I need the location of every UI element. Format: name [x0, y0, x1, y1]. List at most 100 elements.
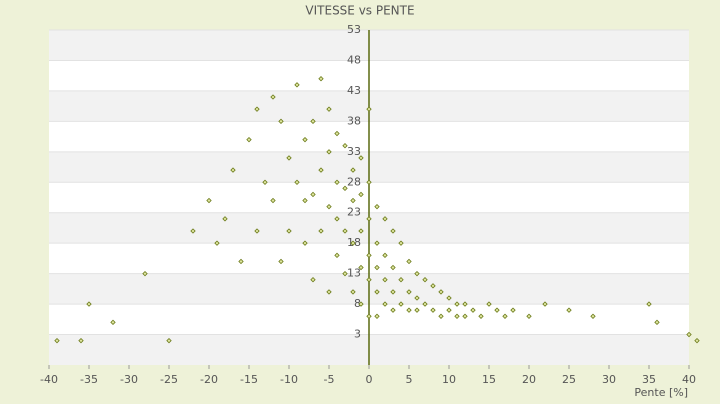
point [310, 118, 316, 125]
point [390, 264, 396, 271]
chart-title: VITESSE vs PENTE [305, 4, 414, 18]
point [190, 228, 196, 234]
point [374, 264, 380, 271]
point [334, 179, 340, 185]
point [430, 307, 436, 313]
point [110, 319, 116, 326]
point [654, 319, 660, 326]
point [382, 277, 388, 283]
point [374, 240, 380, 246]
point [254, 106, 260, 112]
y-tick-label: 43 [347, 84, 361, 97]
point [342, 143, 348, 149]
x-tick-label: 0 [366, 373, 373, 386]
x-tick-label: -20 [200, 373, 218, 386]
point [374, 289, 380, 295]
point [430, 283, 436, 289]
point [78, 337, 84, 344]
point [342, 228, 348, 234]
point [342, 185, 348, 192]
point [422, 277, 428, 283]
point [454, 301, 460, 307]
point [462, 301, 468, 307]
x-tick-label: 10 [442, 373, 456, 386]
point [374, 313, 380, 319]
point [422, 301, 428, 307]
point [326, 203, 332, 210]
point [238, 258, 244, 265]
point [334, 130, 340, 137]
point [478, 313, 484, 319]
point [366, 106, 372, 112]
point [302, 136, 308, 143]
point [438, 313, 444, 319]
point [358, 191, 364, 198]
point [398, 301, 404, 307]
point [414, 295, 420, 301]
point [214, 240, 220, 246]
point [366, 179, 372, 185]
x-tick-label: -10 [280, 373, 298, 386]
point [446, 307, 452, 313]
point [454, 313, 460, 319]
point [566, 307, 572, 313]
point [86, 301, 92, 307]
point [286, 155, 292, 161]
x-axis-label: Pente [%] [634, 386, 688, 399]
point [390, 289, 396, 295]
point [446, 295, 452, 301]
point [270, 94, 276, 100]
point [542, 301, 548, 307]
point [414, 270, 420, 277]
x-tick-label: -40 [40, 373, 58, 386]
x-tick-label: 35 [642, 373, 656, 386]
x-tick-label: 20 [522, 373, 536, 386]
point [334, 216, 340, 222]
point [318, 167, 324, 173]
point [358, 228, 364, 234]
y-tick-label: 8 [354, 297, 361, 310]
point [358, 264, 364, 271]
y-tick-label: 28 [347, 175, 361, 188]
point [302, 197, 308, 204]
point [262, 179, 268, 185]
x-tick-label: -15 [240, 373, 258, 386]
point [382, 216, 388, 222]
point [334, 252, 340, 259]
point [366, 252, 372, 259]
point [406, 258, 412, 265]
point [398, 277, 404, 283]
y-tick-label: 33 [347, 145, 361, 158]
point [686, 331, 692, 338]
point [374, 203, 380, 210]
point [166, 337, 172, 344]
point [486, 301, 492, 307]
point [366, 313, 372, 319]
point [358, 155, 364, 161]
point [310, 277, 316, 283]
point [318, 76, 324, 82]
point [526, 313, 532, 319]
point [406, 307, 412, 313]
point [366, 277, 372, 283]
point [254, 228, 260, 234]
x-tick-label: -5 [324, 373, 335, 386]
point [318, 228, 324, 234]
point [350, 167, 356, 173]
point [350, 197, 356, 204]
point [502, 313, 508, 319]
point [470, 307, 476, 313]
point [494, 307, 500, 313]
point [390, 307, 396, 313]
point [382, 301, 388, 307]
point [342, 270, 348, 277]
point [54, 337, 60, 344]
point [414, 307, 420, 313]
point [350, 240, 356, 246]
point [206, 197, 212, 204]
point [366, 216, 372, 222]
point [278, 118, 284, 125]
point [350, 289, 356, 295]
x-tick-label: 30 [602, 373, 616, 386]
